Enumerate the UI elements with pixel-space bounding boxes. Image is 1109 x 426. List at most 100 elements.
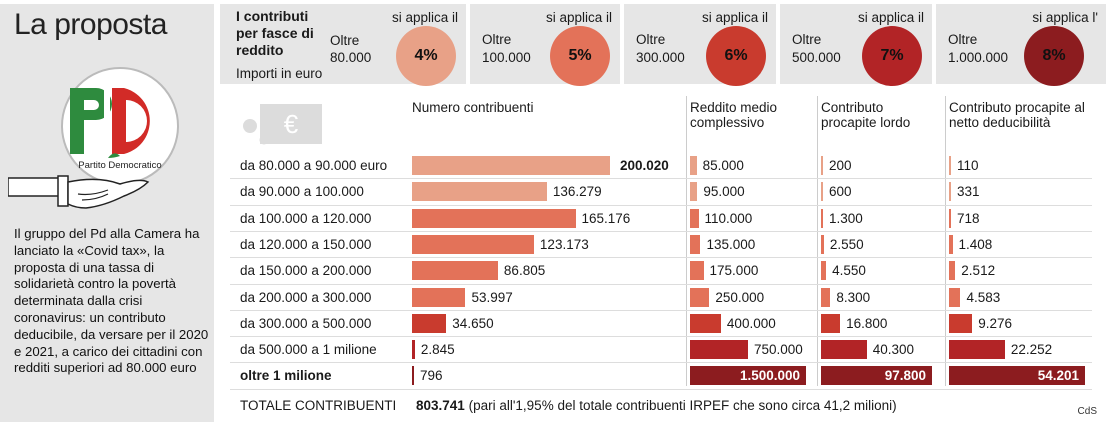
pd-logo-illustration: Partito Democratico [8, 67, 179, 209]
bar [821, 340, 867, 360]
rate-band-label: Oltre [330, 33, 360, 48]
logo-letter-p [70, 88, 112, 154]
bar [949, 366, 1085, 386]
rate-band-threshold: Oltre 500.000 [792, 32, 841, 66]
row-label: da 150.000 a 200.000 [240, 263, 372, 279]
rate-band-threshold-value: 500.000 [792, 50, 841, 65]
data-label: 95.000 [703, 184, 745, 200]
row-separator [230, 283, 1092, 285]
rate-band-threshold-value: 1.000.000 [948, 50, 1009, 65]
row-separator [230, 204, 1092, 206]
rate-band: si applica il Oltre 80.000 4% [330, 4, 466, 86]
column-header-income: Reddito medio complessivo [690, 100, 778, 130]
logo-divider [104, 88, 110, 154]
column-divider [817, 96, 818, 386]
total-value-line: 803.741 (pari all'1,95% del totale contr… [416, 398, 897, 413]
rate-band-threshold: Oltre 1.000.000 [948, 32, 1008, 66]
data-label: 40.300 [872, 342, 915, 358]
data-label: 600 [829, 184, 852, 200]
rate-band-label: Oltre [636, 32, 666, 47]
rate-band: si applica il Oltre 500.000 7% [780, 4, 932, 86]
data-label: 750.000 [754, 342, 803, 358]
rate-band-threshold-value: 300.000 [636, 50, 685, 65]
bar [412, 313, 447, 333]
data-label: 400.000 [726, 315, 776, 331]
data-label: 53.997 [471, 289, 513, 305]
column-header-net: Contributo procapite al netto deducibili… [949, 100, 1085, 130]
logo-letter-d [112, 88, 150, 154]
rate-band-header: si applica il [545, 10, 612, 25]
data-label: 123.173 [539, 236, 589, 252]
logo-caption: Partito Democratico [78, 160, 161, 171]
data-label: 86.805 [503, 263, 546, 279]
bar [949, 156, 951, 175]
row-label: da 300.000 a 500.000 [240, 315, 372, 331]
rates-intro-note: Importi in euro [236, 66, 323, 81]
rate-band-label: Oltre [482, 32, 512, 47]
bar [690, 287, 710, 307]
row-label: oltre 1 milione [240, 368, 332, 384]
rate-circle: 6% [706, 26, 766, 86]
euro-symbol: € [284, 109, 299, 139]
open-hand-icon [67, 178, 150, 209]
data-label: 1.408 [958, 236, 993, 252]
bar [412, 234, 534, 254]
description-text: Il gruppo del Pd alla Camera ha lanciato… [14, 226, 209, 376]
rate-band-label: Oltre [948, 32, 978, 47]
column-header-number: Numero contribuenti [412, 100, 534, 115]
total-label: TOTALE CONTRIBUENTI [240, 398, 397, 413]
bar [690, 208, 699, 228]
bar [949, 287, 961, 307]
data-label: 16.800 [846, 315, 888, 331]
bar [821, 234, 824, 254]
bar [821, 313, 841, 333]
rate-band-label: Oltre [792, 32, 822, 47]
bar [690, 182, 698, 202]
row-label: da 500.000 a 1 milione [240, 342, 377, 358]
rate-circle: 5% [550, 26, 610, 86]
bar [821, 208, 823, 228]
column-divider [686, 96, 687, 386]
bar [690, 313, 721, 333]
rates-intro-title: I contributi per fasce di reddito [236, 8, 314, 58]
hand-fingers [77, 189, 109, 201]
rate-circle: 8% [1024, 26, 1084, 86]
bar [412, 261, 498, 281]
data-label: 200 [829, 158, 852, 173]
data-label: 250.000 [715, 289, 765, 305]
rate-circle: 7% [862, 26, 922, 86]
row-label: da 200.000 a 300.000 [240, 289, 372, 305]
bar [949, 313, 973, 333]
bar [690, 156, 697, 175]
data-label: 2.512 [961, 263, 996, 279]
data-label: 54.201 [1037, 368, 1079, 384]
bar [690, 261, 704, 281]
total-note: (pari all'1,95% del totale contribuenti … [468, 398, 897, 413]
data-label: 85.000 [702, 158, 744, 173]
data-label: 135.000 [706, 236, 756, 252]
data-label: 34.650 [452, 315, 494, 331]
row-label: da 120.000 a 150.000 [240, 236, 372, 252]
rates-intro: I contributi per fasce di reddito Import… [220, 4, 370, 84]
row-label: da 80.000 a 90.000 euro [240, 158, 388, 173]
bar [412, 182, 547, 202]
bar [821, 261, 827, 281]
bar [949, 340, 1005, 360]
euro-coins-icon: € [243, 104, 322, 145]
sleeve-cuff [8, 177, 61, 197]
rate-band-threshold: Oltre 80.000 [330, 32, 371, 66]
data-label: 796 [420, 368, 443, 384]
data-label: 8.300 [836, 289, 871, 305]
data-label: 97.800 [884, 368, 926, 384]
row-separator [230, 362, 1092, 364]
banknote-shape [260, 104, 322, 144]
row-separator [230, 336, 1092, 338]
credit: CdS [1077, 406, 1097, 417]
data-label: 1.300 [829, 210, 863, 226]
row-separator [230, 230, 1092, 232]
rate-band: si applica il Oltre 300.000 6% [624, 4, 776, 86]
data-label: 2.845 [420, 342, 455, 358]
bar [821, 156, 823, 175]
data-label: 2.550 [829, 236, 864, 252]
page-title: La proposta [14, 8, 167, 41]
